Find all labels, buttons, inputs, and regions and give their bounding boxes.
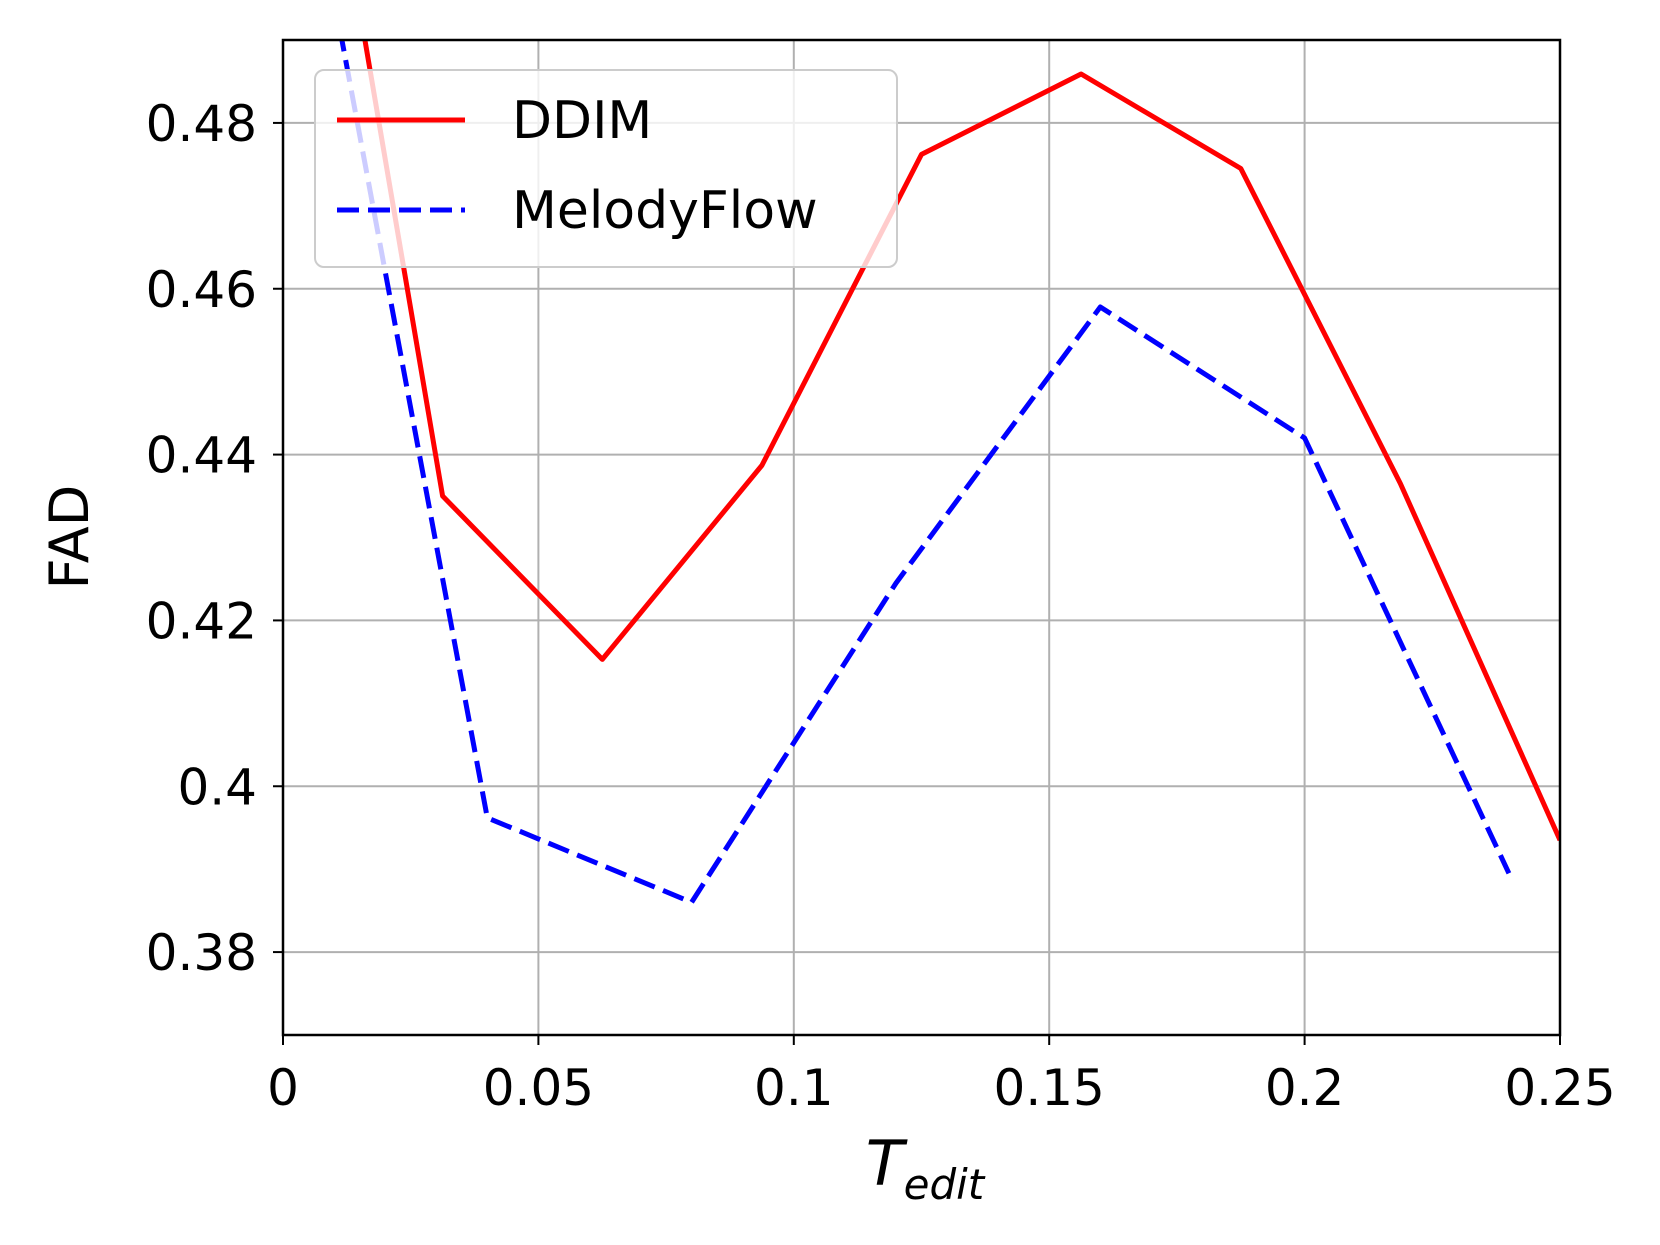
y-tick-label: 0.4 [177,758,257,816]
x-tick-label: 0.15 [994,1059,1105,1117]
y-tick-label: 0.38 [146,924,257,982]
series-line-ddim [362,40,1560,842]
x-tick-label: 0 [267,1059,299,1117]
plot-frame [281,38,1562,1037]
legend-label-ddim: DDIM [512,91,652,151]
ticks: 0 0.05 0.1 0.15 0.2 0.25 0.38 0.4 0.42 0.44 0.46 0.… [146,95,1616,1117]
y-tick-label: 0.48 [146,95,257,153]
legend-label-melodyflow: MelodyFlow [512,181,818,241]
x-axis-label: Tedit [866,1127,986,1209]
series-line-melodyflow [339,40,1512,905]
y-tick-label: 0.46 [146,261,257,319]
x-tick-label: 0.25 [1504,1059,1615,1117]
x-tick-label: 0.1 [754,1059,834,1117]
series-layer [339,40,1560,905]
y-tick-label: 0.42 [146,592,257,650]
legend: DDIM MelodyFlow [314,69,898,268]
x-tick-label: 0.2 [1265,1059,1345,1117]
x-tick-label: 0.05 [483,1059,594,1117]
y-tick-label: 0.44 [146,427,257,485]
y-axis-label: FAD [38,485,101,590]
